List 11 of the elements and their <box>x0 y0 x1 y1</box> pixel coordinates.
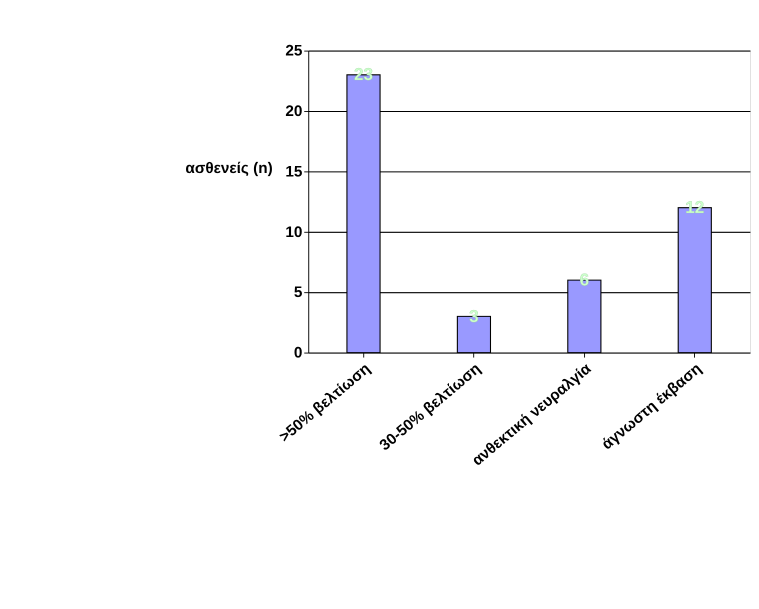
data-label: 23 <box>354 65 374 84</box>
y-tick-label: 25 <box>285 42 303 60</box>
y-axis-title: ασθενείς (n) <box>185 160 273 177</box>
data-label: 12 <box>685 198 704 218</box>
y-tick-label: 0 <box>294 344 302 362</box>
data-label: 6 <box>580 270 590 290</box>
data-label: 3 <box>469 306 479 326</box>
y-tick-label: 5 <box>294 284 303 302</box>
y-tick-label: 20 <box>285 102 302 120</box>
y-tick-label: 10 <box>285 224 302 241</box>
y-tick-label: 15 <box>285 163 303 180</box>
